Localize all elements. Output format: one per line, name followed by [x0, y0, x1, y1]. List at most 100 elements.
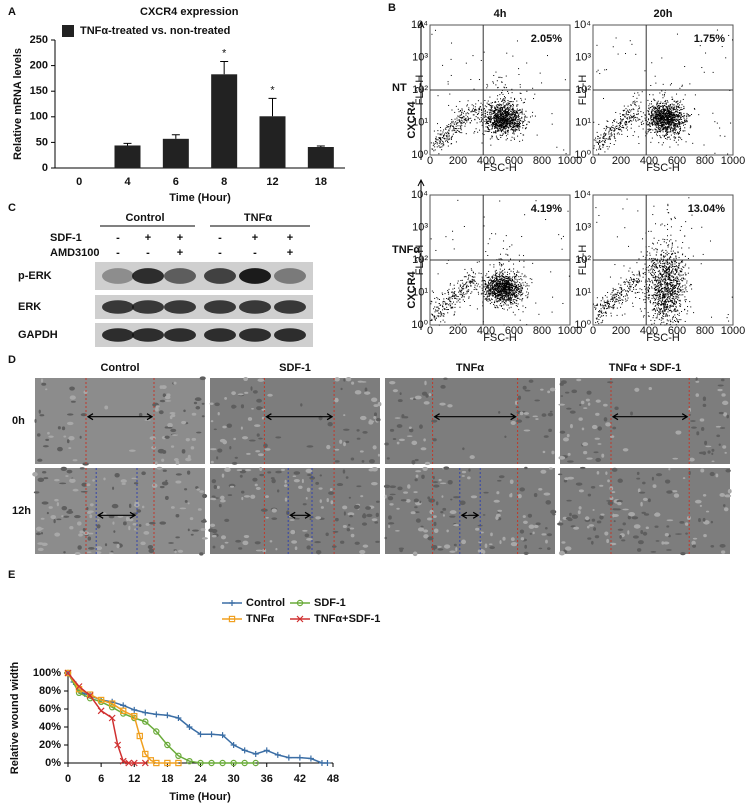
event-dot	[512, 106, 514, 108]
event-dot	[672, 119, 674, 121]
event-dot	[510, 299, 512, 301]
event-dot	[490, 119, 492, 121]
event-dot	[506, 124, 508, 126]
event-dot	[442, 305, 444, 307]
event-dot	[466, 281, 468, 283]
event-dot	[502, 121, 504, 123]
event-dot	[507, 90, 509, 92]
event-dot	[489, 264, 491, 266]
event-dot	[502, 112, 504, 114]
event-dot	[521, 108, 523, 110]
event-dot	[664, 112, 666, 114]
event-dot	[622, 114, 624, 116]
event-dot	[496, 127, 498, 129]
event-dot	[504, 120, 506, 122]
event-dot	[496, 121, 498, 123]
event-dot	[518, 125, 520, 127]
event-dot	[675, 141, 677, 143]
event-dot	[493, 118, 495, 120]
event-dot	[660, 117, 662, 119]
event-dot	[515, 117, 517, 119]
event-dot	[486, 102, 488, 104]
event-dot	[451, 303, 453, 305]
event-dot	[507, 286, 509, 288]
event-dot	[716, 122, 718, 124]
event-dot	[607, 148, 609, 150]
event-dot	[464, 123, 466, 125]
event-dot	[507, 124, 509, 126]
event-dot	[511, 302, 513, 304]
event-dot	[471, 276, 473, 278]
event-dot	[448, 124, 450, 126]
event-dot	[610, 135, 612, 137]
event-dot	[487, 243, 489, 245]
event-dot	[654, 123, 656, 125]
event-dot	[659, 289, 661, 291]
event-dot	[668, 116, 670, 118]
event-dot	[498, 262, 500, 264]
event-dot	[595, 141, 597, 143]
event-dot	[728, 34, 730, 36]
event-dot	[518, 309, 520, 311]
event-dot	[627, 105, 629, 107]
event-dot	[652, 108, 654, 110]
event-dot	[516, 295, 518, 297]
event-dot	[489, 299, 491, 301]
event-dot	[670, 128, 672, 130]
point	[86, 692, 94, 699]
event-dot	[688, 115, 690, 117]
event-dot	[485, 123, 487, 125]
event-dot	[511, 129, 513, 131]
event-dot	[676, 123, 678, 125]
event-dot	[506, 299, 508, 301]
event-dot	[509, 268, 511, 270]
event-dot	[642, 120, 644, 122]
event-dot	[660, 112, 662, 114]
event-dot	[657, 271, 659, 273]
event-dot	[493, 117, 495, 119]
event-dot	[615, 127, 617, 129]
event-dot	[437, 306, 439, 308]
event-dot	[678, 132, 680, 134]
event-dot	[505, 303, 507, 305]
event-dot	[669, 119, 671, 121]
event-dot	[658, 104, 660, 106]
event-dot	[521, 111, 523, 113]
event-dot	[469, 305, 471, 307]
event-dot	[460, 126, 462, 128]
event-dot	[456, 301, 458, 303]
event-dot	[665, 134, 667, 136]
event-dot	[509, 286, 511, 288]
event-dot	[623, 127, 625, 129]
event-dot	[497, 283, 499, 285]
event-dot	[507, 280, 509, 282]
event-dot	[497, 117, 499, 119]
event-dot	[509, 276, 511, 278]
event-dot	[688, 133, 690, 135]
event-dot	[489, 113, 491, 115]
event-dot	[612, 124, 614, 126]
event-dot	[608, 131, 610, 133]
event-dot	[497, 278, 499, 280]
event-dot	[488, 289, 490, 291]
event-dot	[443, 136, 445, 138]
event-dot	[434, 149, 436, 151]
event-dot	[459, 291, 461, 293]
x-tick-label: 24	[194, 773, 207, 785]
event-dot	[488, 284, 490, 286]
event-dot	[634, 100, 636, 102]
event-dot	[669, 257, 671, 259]
event-dot	[502, 299, 504, 301]
panel-label: B	[388, 2, 396, 14]
event-dot	[448, 298, 450, 300]
event-dot	[515, 291, 517, 293]
event-dot	[480, 108, 482, 110]
event-dot	[501, 77, 503, 79]
event-dot	[521, 289, 523, 291]
event-dot	[503, 287, 505, 289]
event-dot	[492, 123, 494, 125]
event-dot	[679, 300, 681, 302]
event-dot	[518, 118, 520, 120]
event-dot	[512, 300, 514, 302]
event-dot	[661, 115, 663, 117]
